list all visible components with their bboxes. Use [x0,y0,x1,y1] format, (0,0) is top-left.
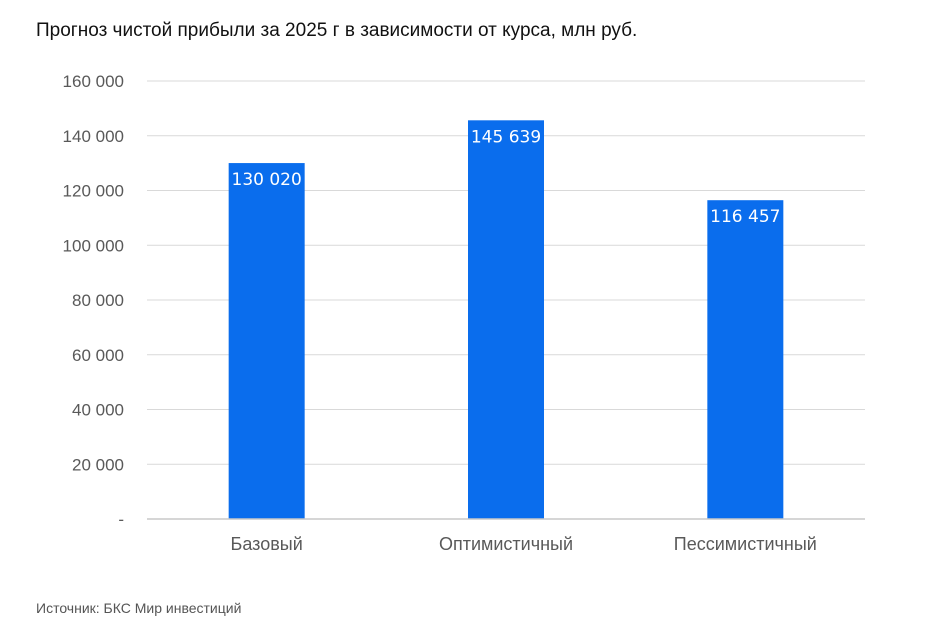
data-label: 116 457 [710,207,780,227]
x-category-label: Базовый [231,534,303,554]
y-tick-label: 160 000 [63,72,124,91]
y-axis-ticks: - 20 000 40 000 60 000 80 000 100 000 120 000 1… [63,72,124,529]
x-category-label: Оптимистичный [439,534,573,554]
data-label: 145 639 [471,127,541,147]
bar-1 [228,163,305,519]
source-note: Источник: БКС Мир инвестиций [36,600,242,616]
bar-3 [707,200,784,519]
bars [228,120,784,520]
x-category-label: Пессимистичный [674,534,817,554]
x-axis-categories: Базовый Оптимистичный Пессимистичный [231,534,817,554]
chart-title: Прогноз чистой прибыли за 2025 г в завис… [36,20,638,41]
bar-2 [468,120,544,520]
y-tick-label: - [118,510,124,529]
data-labels: 130 020 145 639 116 457 [232,127,781,227]
y-tick-label: 60 000 [72,346,124,365]
y-tick-label: 20 000 [72,455,124,474]
y-tick-label: 140 000 [63,127,124,146]
y-tick-label: 100 000 [63,236,124,255]
y-tick-label: 80 000 [72,291,124,310]
y-tick-label: 40 000 [72,401,124,420]
y-tick-label: 120 000 [63,182,124,201]
data-label: 130 020 [232,170,302,190]
